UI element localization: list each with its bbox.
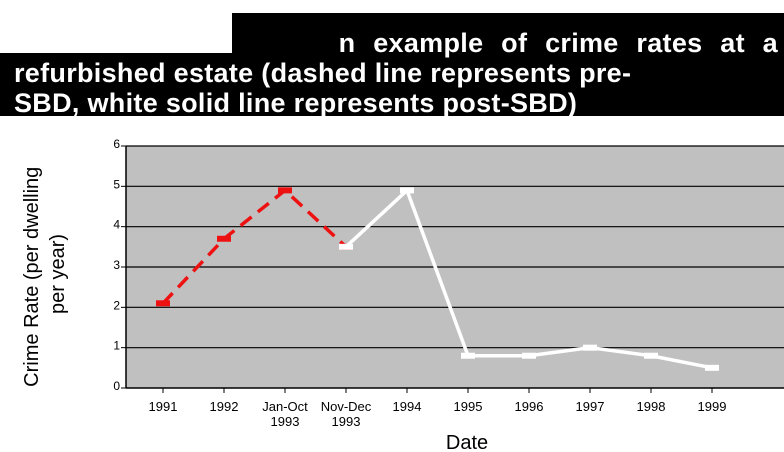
chart-title: n example of crime rates at a refurbishe… [0,13,784,118]
point-post-3 [339,243,353,250]
point-post-4 [400,187,414,194]
x-tick-label-1: 1992 [210,399,239,414]
y-tick-label-5: 5 [113,177,120,191]
point-pre-0 [156,300,170,307]
x-tick-label-9: 1999 [698,399,727,414]
point-post-5 [461,352,475,359]
y-tick-label-1: 1 [113,339,120,353]
y-tick-label-4: 4 [113,218,120,232]
point-post-9 [705,364,719,371]
x-tick-label-6: 1996 [515,399,544,414]
y-axis-label: Crime Rate (per dwelling per year) [21,161,69,387]
x-tick-label-5: 1995 [454,399,483,414]
y-axis-label-line-2: per year) [47,234,69,314]
y-tick-label-0: 0 [113,379,120,393]
y-axis-label-line-1: Crime Rate (per dwelling [21,167,43,387]
title-line-1: n example of crime rates at a [338,28,778,58]
title-line-3: SBD, white solid line represents post-SB… [14,88,578,118]
y-tick-label-6: 6 [113,137,120,151]
point-pre-2 [278,187,292,194]
title-band: n example of crime rates at a refurbishe… [0,13,784,118]
gridlines [126,145,784,349]
title-cover [0,13,232,53]
x-ticks: 1991 1992 Jan-Oct 1993 Nov-Dec 1993 1994 1995 19… [149,388,727,429]
x-tick-label-7: 1997 [576,399,605,414]
x-tick-label-2: Jan-Oct 1993 [262,399,308,429]
point-post-6 [522,352,536,359]
y-tick-label-3: 3 [113,258,120,272]
y-ticks: 0 1 2 3 4 5 6 [113,137,126,393]
point-post-7 [583,344,597,351]
x-tick-label-3: Nov-Dec 1993 [321,399,372,429]
x-tick-label-8: 1998 [637,399,666,414]
point-post-8 [644,352,658,359]
x-tick-label-4: 1994 [393,399,422,414]
title-line-2: refurbished estate (dashed line represen… [14,58,632,88]
y-tick-label-2: 2 [113,298,120,312]
series-line-pre [161,188,348,305]
x-axis-label: Date [446,432,488,452]
series-layer [156,187,719,371]
point-pre-1 [217,235,231,242]
x-tick-label-0: 1991 [149,399,178,414]
